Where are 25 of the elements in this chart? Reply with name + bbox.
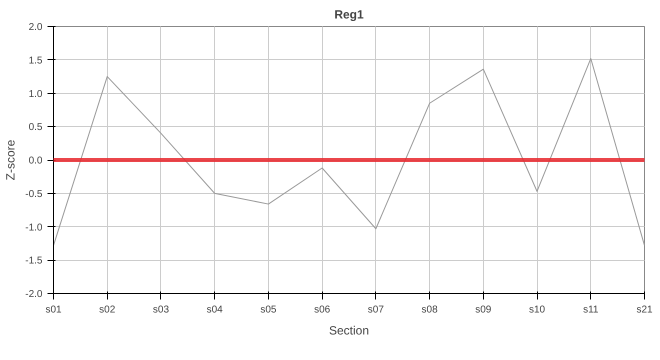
x-tick-label: s02 bbox=[99, 304, 116, 316]
y-tick-label: 2.0 bbox=[28, 22, 43, 33]
y-tick-label: -0.5 bbox=[25, 188, 43, 200]
y-tick-label: 0.0 bbox=[28, 156, 43, 166]
y-tick-label: 1.0 bbox=[28, 88, 43, 100]
y-tick-label: -1.5 bbox=[25, 256, 43, 267]
x-tick-label: s01 bbox=[45, 304, 62, 316]
x-tick-label: s09 bbox=[475, 304, 492, 316]
line-series bbox=[54, 58, 644, 246]
x-tick-label: s03 bbox=[152, 304, 170, 316]
x-tick-label: s21 bbox=[636, 304, 653, 316]
x-tick-label: s07 bbox=[368, 304, 384, 316]
x-tick-label: s10 bbox=[528, 304, 546, 316]
x-tick-label: s08 bbox=[422, 304, 438, 316]
y-tick-label: 1.5 bbox=[28, 55, 43, 66]
y-tick-label: 0.5 bbox=[28, 122, 43, 134]
x-tick-label: s11 bbox=[583, 304, 599, 316]
chart-title: Reg1 bbox=[334, 8, 364, 22]
y-axis-title: Z-score bbox=[3, 139, 18, 180]
y-tick-label: -2.0 bbox=[25, 289, 43, 300]
x-axis-title: Section bbox=[328, 324, 370, 338]
y-tick-label: -1.0 bbox=[25, 222, 43, 234]
x-tick-label: s05 bbox=[260, 304, 277, 316]
x-tick-label: s04 bbox=[206, 304, 224, 316]
x-tick-label: s06 bbox=[314, 304, 331, 316]
